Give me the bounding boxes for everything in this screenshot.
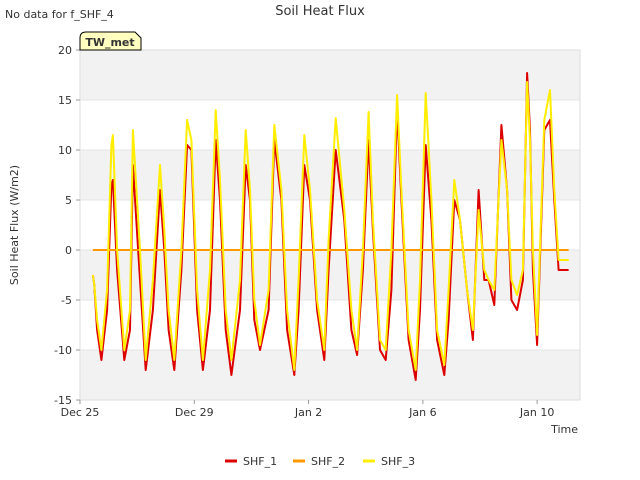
y-tick-label: -15 <box>54 394 72 407</box>
x-tick-label: Dec 29 <box>175 406 214 419</box>
y-tick-label: -10 <box>54 344 72 357</box>
legend-label: SHF_1 <box>243 455 277 468</box>
legend-label: SHF_3 <box>381 455 415 468</box>
site-badge: TW_met <box>79 31 142 51</box>
legend-item-shf-3: SHF_3 <box>363 455 415 468</box>
legend: SHF_1 SHF_2 SHF_3 <box>225 455 415 468</box>
x-tick-label: Jan 6 <box>408 406 436 419</box>
no-data-note: No data for f_SHF_4 <box>5 8 114 21</box>
y-tick-label: 20 <box>58 44 72 57</box>
y-tick-label: 0 <box>65 244 72 257</box>
x-tick-label: Jan 2 <box>294 406 322 419</box>
background-band <box>80 350 580 400</box>
site-badge-label: TW_met <box>85 36 134 49</box>
x-axis-ticks: Dec 25 Dec 29 Jan 2 Jan 6 Jan 10 <box>61 400 554 419</box>
y-axis-label: Soil Heat Flux (W/m2) <box>8 165 21 285</box>
x-axis-label: Time <box>550 423 578 436</box>
legend-item-shf-2: SHF_2 <box>293 455 345 468</box>
data-series <box>91 72 569 381</box>
y-tick-label: -5 <box>61 294 72 307</box>
background-band <box>80 150 580 200</box>
legend-label: SHF_2 <box>311 455 345 468</box>
series-line-shf-3 <box>91 81 569 371</box>
legend-item-shf-1: SHF_1 <box>225 455 277 468</box>
x-tick-label: Jan 10 <box>519 406 554 419</box>
chart-title: Soil Heat Flux <box>275 4 365 19</box>
y-axis-ticks: -15 -10 -5 0 5 10 15 20 <box>54 44 80 407</box>
y-tick-label: 5 <box>65 194 72 207</box>
y-tick-label: 10 <box>58 144 72 157</box>
background-band <box>80 50 580 100</box>
y-tick-label: 15 <box>58 94 72 107</box>
plot-area-frame <box>79 49 581 401</box>
x-tick-label: Dec 25 <box>61 406 100 419</box>
